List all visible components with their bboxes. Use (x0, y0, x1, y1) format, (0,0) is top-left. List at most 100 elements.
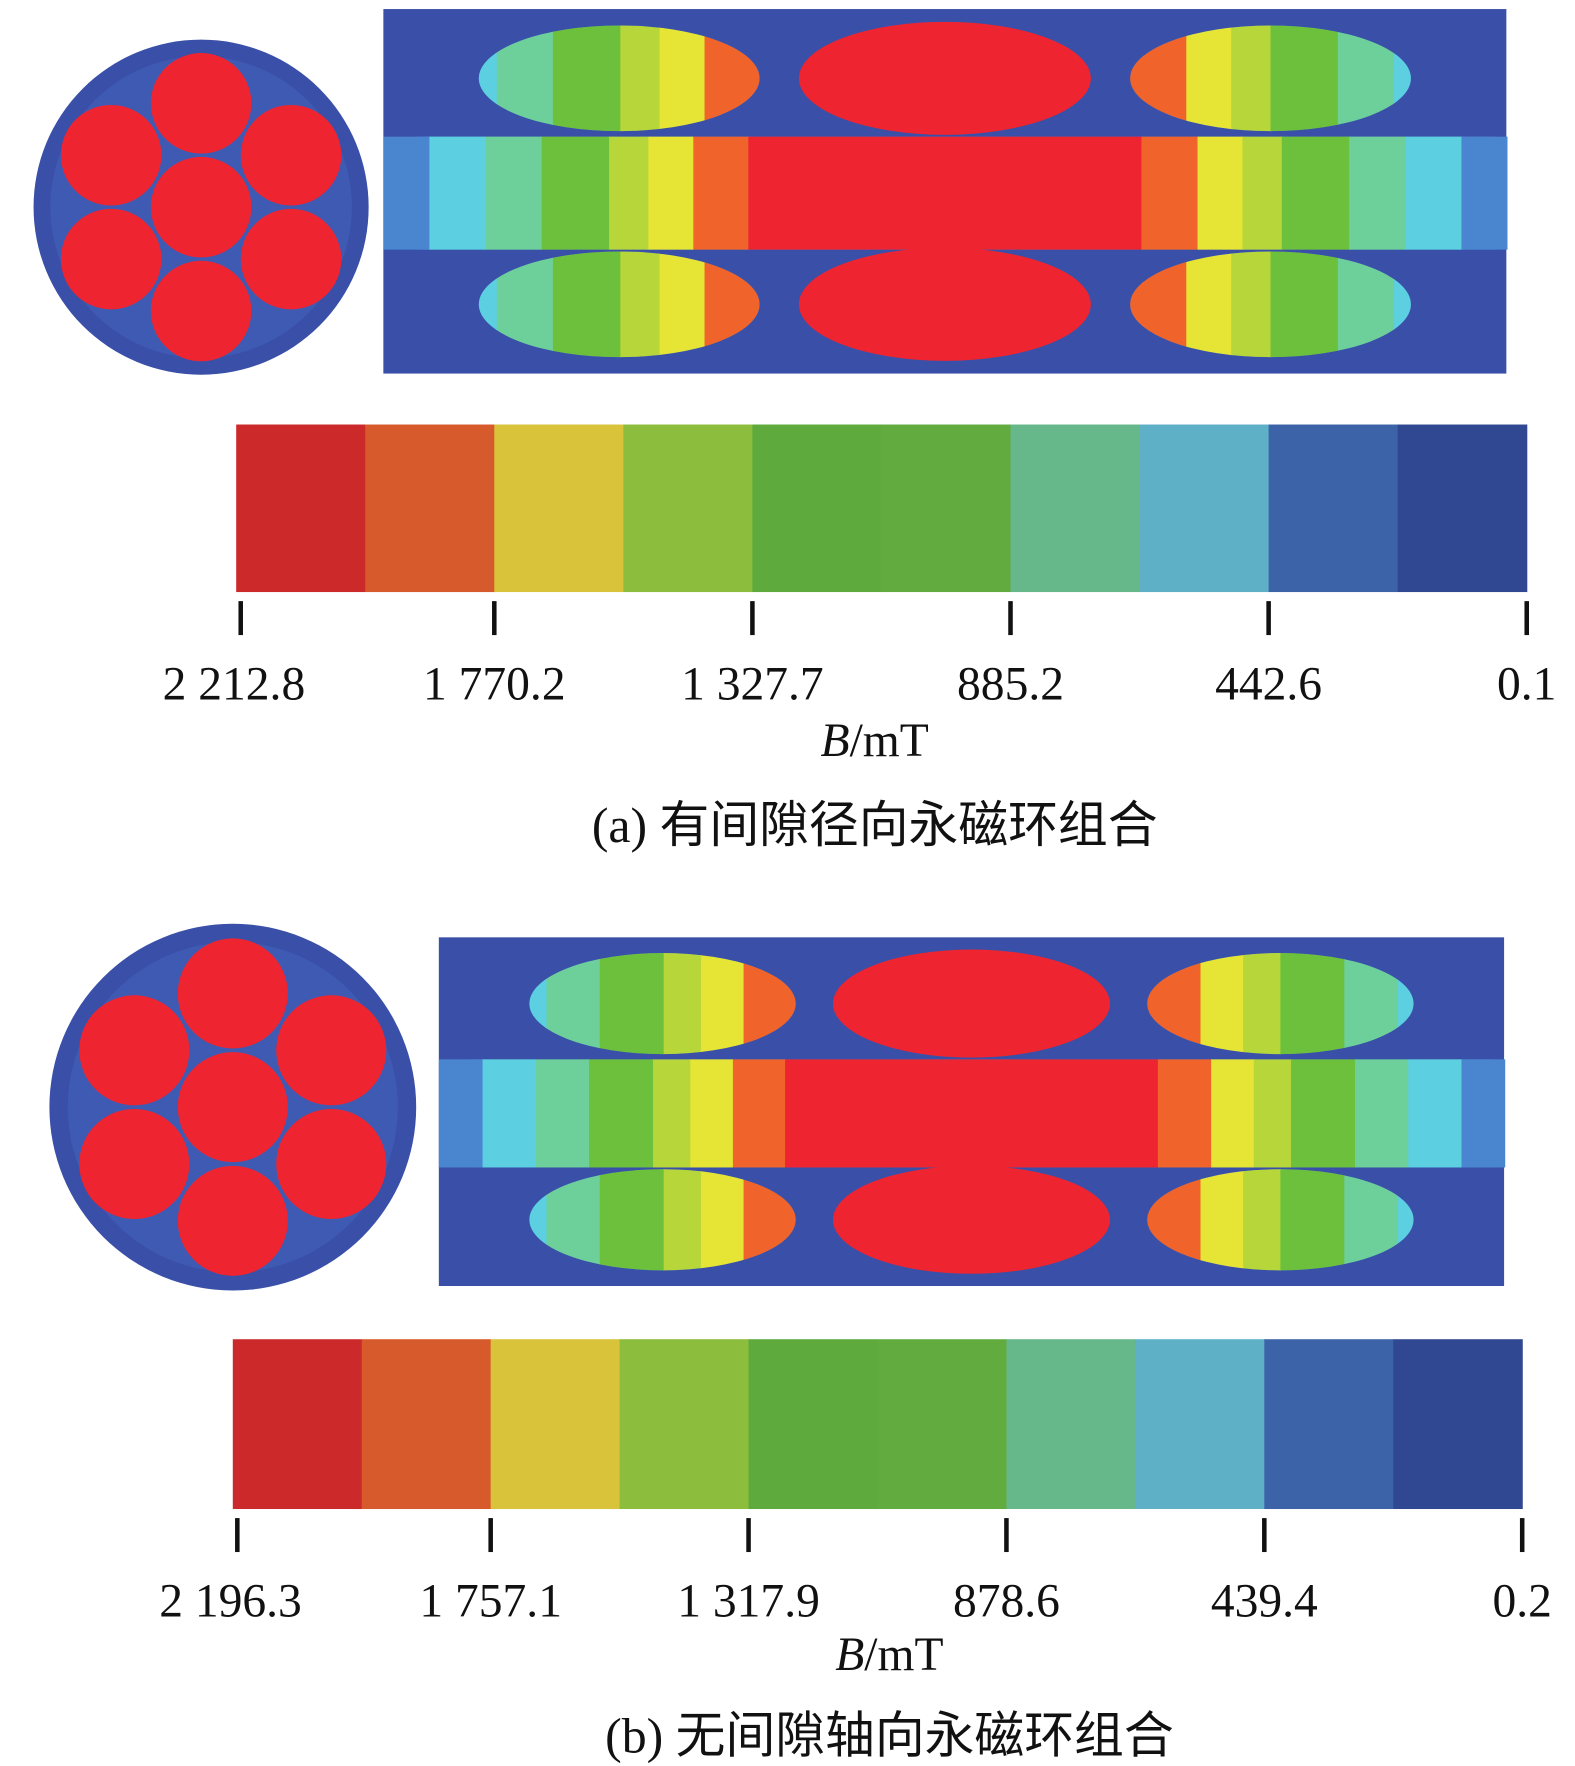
magnet-ring (798, 247, 1091, 361)
field-contour (438, 1059, 483, 1168)
colorbar-segment (365, 424, 495, 593)
field-contour (1141, 136, 1199, 250)
field-contour (689, 1059, 733, 1168)
colorbar-segment (623, 424, 753, 593)
colorbar-segment (881, 424, 1012, 593)
field-contour (1243, 953, 1282, 1055)
field-contour (1211, 1059, 1255, 1168)
colorbar-segment (1010, 424, 1141, 593)
field-contour (1231, 25, 1272, 132)
field-contour (1242, 136, 1283, 250)
tick-label: 1 327.7 (681, 659, 824, 711)
field-contour (1200, 1169, 1245, 1271)
tick-label: 2 196.3 (159, 1576, 302, 1628)
field-contour (1291, 1059, 1357, 1168)
field-contour (662, 953, 701, 1055)
colorbar-segment (1135, 1339, 1265, 1510)
magnet (240, 208, 342, 310)
field-contour (1253, 1059, 1293, 1168)
tick-label: 2 212.8 (163, 659, 306, 711)
magnet (276, 995, 387, 1106)
tick-label: 439.4 (1211, 1576, 1318, 1628)
field-contour (598, 1169, 664, 1271)
magnet (276, 1108, 387, 1220)
axis-unit: /mT (864, 1629, 943, 1681)
colorbar-segment (752, 424, 883, 593)
magnet (79, 995, 190, 1106)
colorbar-segment (361, 1339, 492, 1510)
magnet-ring (832, 949, 1110, 1058)
magnet (79, 1108, 190, 1220)
axis-label: B/mT (835, 1629, 943, 1681)
axis-symbol: B (821, 715, 850, 767)
field-contour (1243, 1169, 1282, 1271)
field-contour (1200, 953, 1245, 1055)
colorbar-segment (494, 424, 624, 593)
magnet (177, 1165, 288, 1276)
field-contour (481, 1059, 536, 1168)
field-contour (383, 136, 430, 250)
tick-label: 1 770.2 (423, 659, 566, 711)
field-contour (534, 1059, 590, 1168)
colorbar-segment (619, 1339, 750, 1510)
colorbar-segment (1264, 1339, 1394, 1510)
field-contour (551, 251, 621, 358)
magnet (150, 260, 252, 362)
magnet (150, 53, 252, 154)
cross-section-b (49, 923, 417, 1291)
colorbar: 2 212.8 1 770.2 1 327.7 885.2 442.6 0.1 (163, 424, 1556, 711)
field-contour (1354, 1059, 1410, 1168)
colorbar-segment (1268, 424, 1399, 593)
colorbar-segment (1006, 1339, 1136, 1510)
cross-section-a (33, 39, 369, 375)
magnet (240, 104, 342, 206)
field-contour (607, 136, 649, 250)
field-contour (540, 136, 610, 250)
field-contour (619, 251, 660, 358)
magnet (150, 156, 252, 258)
field-contour (748, 136, 1142, 250)
colorbar: 2 196.3 1 757.1 1 317.9 878.6 439.4 0.2 (159, 1339, 1552, 1628)
field-contour (587, 1059, 654, 1168)
field-contour (1270, 251, 1340, 358)
axis-unit: /mT (850, 715, 929, 767)
field-contour (658, 251, 705, 358)
field-contour (1405, 136, 1463, 250)
colorbar-segment (877, 1339, 1008, 1510)
field-contour (1231, 251, 1272, 358)
axis-symbol: B (835, 1629, 864, 1681)
colorbar-segment (1393, 1339, 1523, 1510)
field-contour (1461, 1059, 1506, 1168)
field-contour (699, 953, 744, 1055)
field-contour (662, 1169, 701, 1271)
field-contour (699, 1169, 744, 1271)
field-contour (619, 25, 660, 132)
magnet (60, 104, 162, 206)
field-lobe (1147, 1169, 1414, 1271)
field-contour (1186, 251, 1233, 358)
field-contour (484, 136, 542, 250)
field-contour (1461, 136, 1508, 250)
colorbar-segment (490, 1339, 621, 1510)
field-map-a (383, 9, 1508, 374)
field-contour (598, 953, 664, 1055)
field-contour (1349, 136, 1407, 250)
magnet (177, 938, 288, 1049)
caption: (a) 有间隙径向永磁环组合 (592, 798, 1158, 853)
tick-label: 885.2 (957, 659, 1064, 711)
magnet-ring (832, 1165, 1110, 1274)
field-contour (651, 1059, 691, 1168)
field-contour (1280, 953, 1346, 1055)
field-contour (731, 1059, 787, 1168)
field-contour (647, 136, 694, 250)
field-map-b (438, 937, 1506, 1287)
field-contour (1280, 1169, 1346, 1271)
field-contour (1408, 1059, 1463, 1168)
field-contour (785, 1059, 1158, 1168)
field-contour (428, 136, 486, 250)
tick-label: 878.6 (953, 1576, 1060, 1628)
colorbar-segment (232, 1339, 363, 1510)
field-contour (1281, 136, 1351, 250)
colorbar-segment (236, 424, 366, 593)
field-contour (1270, 25, 1340, 132)
